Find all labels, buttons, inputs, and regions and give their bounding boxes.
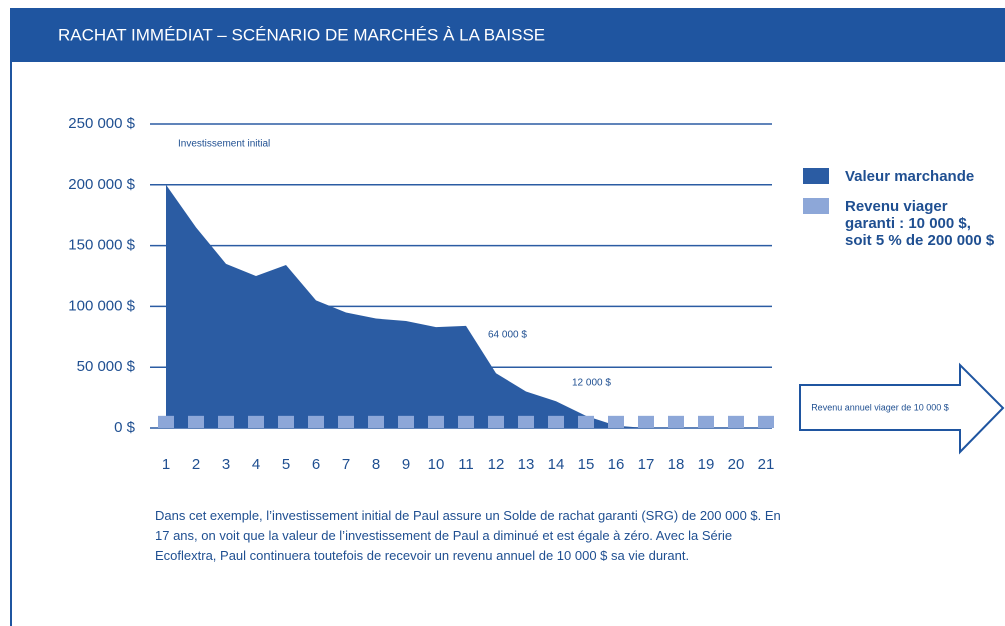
x-tick-label: 6 (312, 456, 320, 473)
bar (428, 415, 444, 428)
header-bar (10, 8, 1005, 62)
chart-title: RACHAT IMMÉDIAT – SCÉNARIO DE MARCHÉS À … (58, 25, 545, 44)
x-tick-label: 7 (342, 456, 350, 473)
arrow (799, 362, 1005, 455)
bar (578, 415, 594, 428)
legend-label: Revenu viager garanti : 10 000 $, soit 5… (845, 198, 995, 249)
x-tick-label: 10 (428, 456, 445, 473)
bar (698, 415, 714, 428)
x-tick-label: 15 (578, 456, 595, 473)
x-tick-label: 1 (162, 456, 170, 473)
legend-label: Valeur marchande (845, 168, 975, 185)
y-tick-label: 200 000 $ (68, 176, 135, 193)
bar (728, 415, 744, 428)
annotation: 200 000 $ (178, 165, 223, 176)
bar (368, 415, 384, 428)
bar (278, 415, 294, 428)
x-tick-label: 20 (728, 456, 745, 473)
arrow-label: Revenu annuel viager de 10 000 $ (811, 402, 949, 412)
x-tick-label: 19 (698, 456, 715, 473)
x-tick-label: 18 (668, 456, 685, 473)
y-tick-label: 150 000 $ (68, 237, 135, 254)
x-tick-label: 4 (252, 456, 260, 473)
legend-swatch (803, 198, 829, 214)
bar (338, 415, 354, 428)
x-tick-label: 17 (638, 456, 655, 473)
x-tick-label: 16 (608, 456, 625, 473)
annotation: Investissement initial (178, 139, 270, 150)
legend-swatch (803, 168, 829, 184)
bar (758, 415, 774, 428)
y-tick-label: 50 000 $ (77, 358, 136, 375)
bar (188, 415, 204, 428)
x-tick-label: 14 (548, 456, 565, 473)
x-tick-label: 12 (488, 456, 505, 473)
bar (488, 415, 504, 428)
x-tick-label: 9 (402, 456, 410, 473)
annotation: 12 000 $ (572, 378, 611, 389)
x-tick-label: 3 (222, 456, 230, 473)
bar (398, 415, 414, 428)
y-tick-label: 100 000 $ (68, 297, 135, 314)
bar (158, 415, 174, 428)
bar (248, 415, 264, 428)
x-tick-label: 11 (458, 456, 474, 473)
annotation: 140 000 $ (236, 252, 281, 263)
annotation: 64 000 $ (488, 330, 527, 341)
bar (458, 415, 474, 428)
x-tick-label: 2 (192, 456, 200, 473)
description: Dans cet exemple, l’investissement initi… (155, 508, 781, 563)
bar (308, 415, 324, 428)
bar (218, 415, 234, 428)
bar (638, 415, 654, 428)
bar (608, 415, 624, 428)
bar (668, 415, 684, 428)
x-tick-label: 8 (372, 456, 380, 473)
y-tick-label: 250 000 $ (68, 115, 135, 132)
area (166, 184, 766, 428)
x-tick-label: 5 (282, 456, 290, 473)
y-tick-label: 0 $ (114, 419, 136, 436)
x-tick-label: 21 (758, 456, 775, 473)
bar (518, 415, 534, 428)
x-tick-label: 13 (518, 456, 535, 473)
bar (548, 415, 564, 428)
